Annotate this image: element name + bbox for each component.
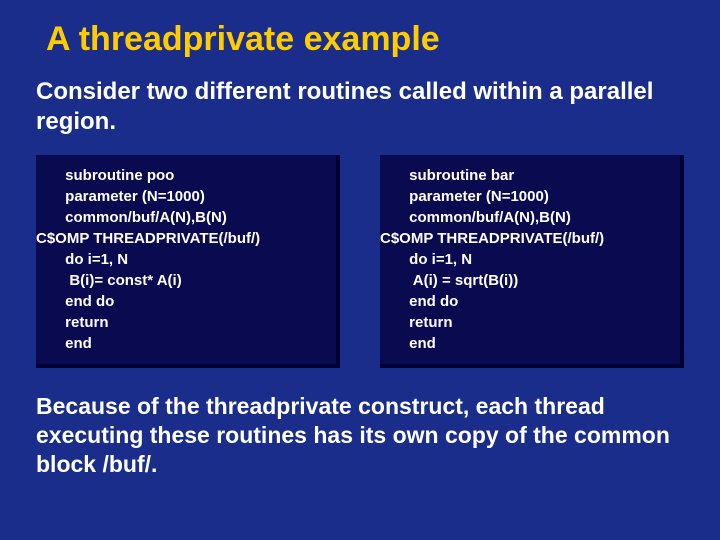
- code-line: end: [36, 333, 324, 354]
- code-line: end do: [380, 291, 668, 312]
- code-line: parameter (N=1000): [380, 186, 668, 207]
- code-line: do i=1, N: [36, 249, 324, 270]
- code-line: subroutine bar: [380, 165, 668, 186]
- slide-title: A threadprivate example: [46, 20, 684, 59]
- code-row: subroutine poo parameter (N=1000) common…: [36, 155, 684, 368]
- code-line: C$OMP THREADPRIVATE(/buf/): [380, 228, 668, 249]
- code-line: C$OMP THREADPRIVATE(/buf/): [36, 228, 324, 249]
- code-box-right: subroutine bar parameter (N=1000) common…: [380, 155, 684, 368]
- code-line: subroutine poo: [36, 165, 324, 186]
- slide-subtitle: Consider two different routines called w…: [36, 77, 684, 137]
- code-line: end do: [36, 291, 324, 312]
- code-line: common/buf/A(N),B(N): [36, 207, 324, 228]
- code-box-left: subroutine poo parameter (N=1000) common…: [36, 155, 340, 368]
- slide-footer: Because of the threadprivate construct, …: [36, 392, 684, 478]
- code-line: do i=1, N: [380, 249, 668, 270]
- code-line: parameter (N=1000): [36, 186, 324, 207]
- code-line: common/buf/A(N),B(N): [380, 207, 668, 228]
- code-line: return: [380, 312, 668, 333]
- code-line: end: [380, 333, 668, 354]
- code-line: A(i) = sqrt(B(i)): [380, 270, 668, 291]
- code-line: B(i)= const* A(i): [36, 270, 324, 291]
- code-line: return: [36, 312, 324, 333]
